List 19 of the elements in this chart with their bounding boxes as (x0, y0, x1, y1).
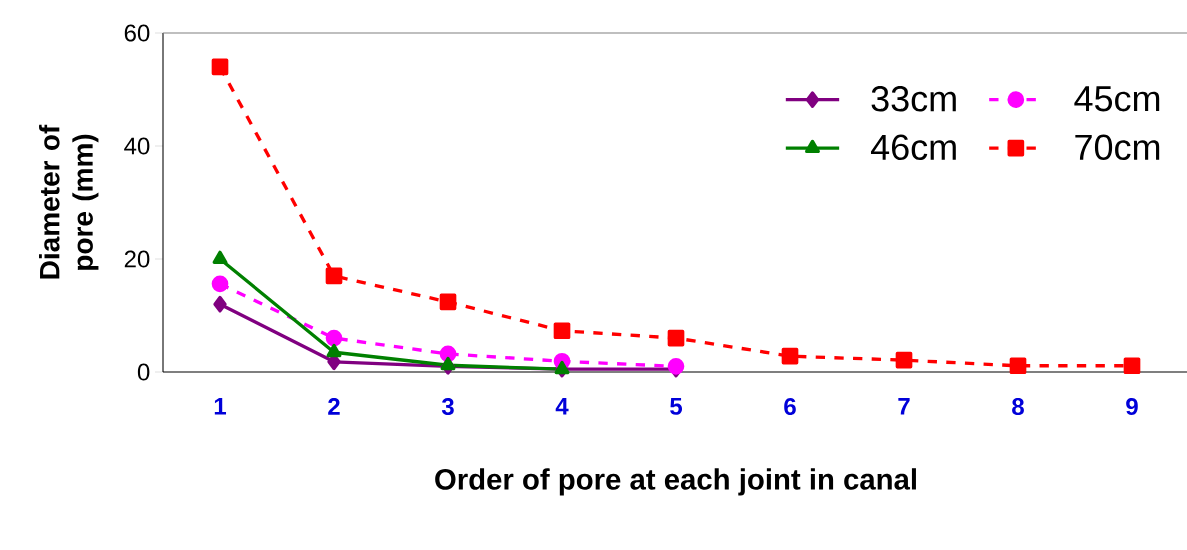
x-tick-label: 1 (214, 398, 227, 415)
y-tick-label: 20 (124, 250, 150, 268)
x-tick-label: 5 (670, 398, 683, 415)
legend-label: 45cm (1074, 86, 1160, 112)
y-tick-label: 60 (124, 24, 150, 42)
x-tick-label: 7 (898, 398, 910, 415)
x-tick-label: 3 (441, 398, 454, 416)
x-tick-label: 4 (555, 398, 569, 415)
legend-label: 33cm (871, 86, 956, 112)
y-tick-label: 40 (124, 137, 150, 155)
x-tick-label: 2 (328, 398, 340, 415)
y-tick-label: 0 (137, 363, 150, 381)
legend-label: 70cm (1075, 134, 1160, 161)
x-tick-label: 8 (1012, 398, 1024, 416)
x-axis-title: Order of pore at each joint in canal (435, 468, 916, 496)
legend-label: 46cm (870, 134, 956, 161)
x-tick-label: 9 (1126, 398, 1138, 416)
x-tick-label: 6 (784, 398, 796, 416)
y-axis-title: Diameter of pore (mm) (39, 124, 99, 279)
